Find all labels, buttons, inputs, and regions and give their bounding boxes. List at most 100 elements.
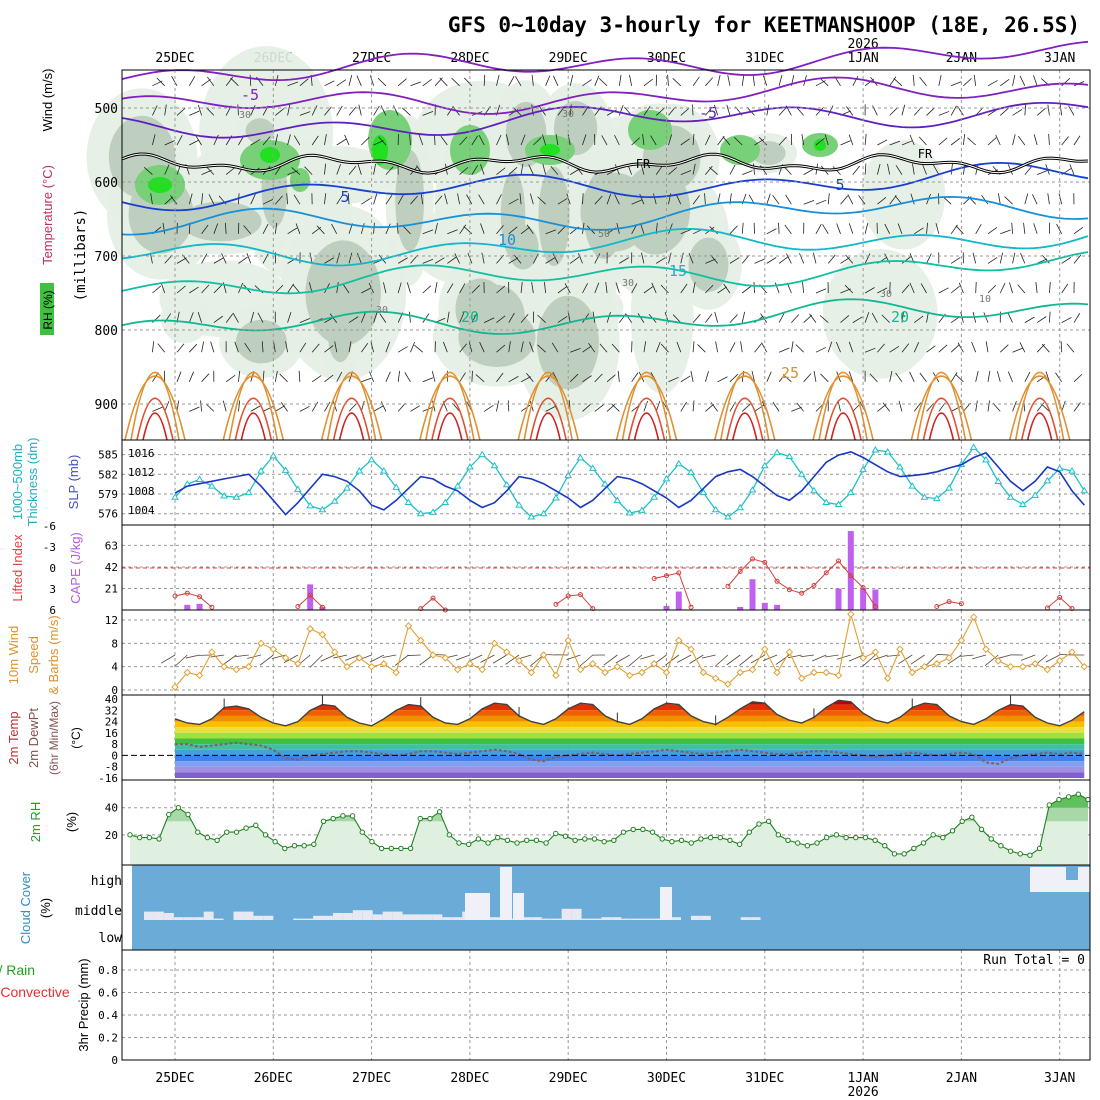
wind-barb xyxy=(176,257,187,264)
cape-bar xyxy=(184,604,191,610)
wind-barb xyxy=(555,134,559,146)
wind-barb xyxy=(188,76,196,87)
wind-barb xyxy=(815,137,825,146)
wind-barb xyxy=(361,377,372,383)
thickness-point xyxy=(367,455,376,463)
li-point xyxy=(725,583,731,589)
wind-barb xyxy=(926,222,928,234)
temperature-contour-warm xyxy=(1026,412,1053,441)
dewpoint-line xyxy=(175,741,1085,765)
wind-barb xyxy=(926,402,935,412)
rh-shade-50 xyxy=(327,308,353,363)
temperature-contour-warm xyxy=(1008,375,1071,441)
wind-barb xyxy=(471,284,480,294)
cape-bar xyxy=(737,606,744,610)
rh-point xyxy=(524,837,530,843)
cloud-middle-bar xyxy=(700,915,711,920)
li-point xyxy=(799,590,805,596)
axis-label: Total / Rain xyxy=(0,962,35,978)
rh-point xyxy=(465,841,472,848)
wind-barb xyxy=(397,402,406,412)
cloud-middle-bar xyxy=(402,914,413,920)
wind-barb xyxy=(152,285,162,294)
wind-barb xyxy=(864,163,867,175)
wind-barb xyxy=(772,195,780,205)
wind-barb xyxy=(812,252,817,264)
rh-point xyxy=(727,837,733,843)
thickness-point xyxy=(355,467,364,474)
wind-barb xyxy=(431,371,436,382)
wind-barb xyxy=(152,372,159,383)
wind-barb xyxy=(643,341,647,353)
temperature-contour-warm xyxy=(136,397,174,441)
wind-barb xyxy=(672,314,682,323)
wind-barb xyxy=(373,163,376,175)
wind-barb xyxy=(642,134,645,146)
rh-line xyxy=(129,793,1089,856)
cloud-middle-bar xyxy=(293,918,304,920)
wind-barb xyxy=(651,282,657,294)
wind-barb xyxy=(963,78,972,87)
rh-point xyxy=(1065,794,1072,800)
wind-barb xyxy=(197,104,202,116)
temp-band xyxy=(175,761,1085,767)
freezing-line-inner xyxy=(121,153,1089,174)
rh-shade-70 xyxy=(290,168,310,192)
wind-barb xyxy=(809,313,817,323)
wind-barb xyxy=(383,282,387,294)
cloud-middle-bar xyxy=(671,917,681,920)
wind-speed-point xyxy=(883,674,892,683)
wind-barb xyxy=(975,370,979,382)
wind-barb xyxy=(864,312,870,323)
wind-barb xyxy=(444,193,448,205)
thickness-point xyxy=(232,493,241,500)
rh-shade-30 xyxy=(861,140,946,250)
wind-barb xyxy=(225,167,235,175)
wind-barb xyxy=(1045,371,1050,382)
rh-shade-90 xyxy=(260,147,280,163)
wind-speed-point xyxy=(576,665,585,674)
wind-barb xyxy=(348,165,357,175)
thickness-point xyxy=(785,452,794,460)
wind-speed-point xyxy=(453,665,462,674)
wind-barb xyxy=(1033,134,1038,146)
wind-barb xyxy=(909,134,915,146)
wind-barb xyxy=(741,74,745,86)
y-tick-label: -16 xyxy=(98,772,118,785)
wind-barb xyxy=(222,400,227,412)
wind-barb xyxy=(459,283,466,294)
cloud-high-bar xyxy=(465,893,490,920)
wind-barb xyxy=(1056,223,1063,234)
wind-barb xyxy=(459,312,465,323)
wind-barb xyxy=(1000,229,1011,235)
wind-barb xyxy=(827,193,830,205)
wind-barb xyxy=(419,654,434,666)
wind-barb xyxy=(287,81,299,87)
wind-barb xyxy=(274,195,283,205)
axis-label: (%) xyxy=(38,898,53,918)
temperature-contour-warm xyxy=(535,412,561,441)
wind-barb xyxy=(475,374,485,383)
rh-shade-90 xyxy=(814,139,826,151)
wind-barb xyxy=(617,370,620,382)
wind-speed-point xyxy=(183,668,191,677)
wind-barb xyxy=(348,341,352,353)
wind-speed-point xyxy=(982,645,990,653)
wind-barb xyxy=(287,283,294,294)
date-tick-label: 25DEC xyxy=(155,51,194,66)
wind-barb xyxy=(569,168,580,175)
thickness-point xyxy=(945,484,953,491)
temperature-contour-label: -5 xyxy=(699,104,717,122)
li-point xyxy=(860,585,866,591)
wind-barb xyxy=(520,313,529,323)
wind-barb xyxy=(672,77,682,87)
wind-barb xyxy=(973,74,977,86)
temperature-contour-warm xyxy=(1014,371,1065,441)
wind-barb xyxy=(1019,75,1026,86)
wind-barb xyxy=(471,312,478,323)
cloud-middle-bar xyxy=(233,911,244,920)
rh-point xyxy=(1007,848,1014,854)
wind-barb xyxy=(292,284,301,294)
cloud-middle-bar xyxy=(740,917,751,920)
